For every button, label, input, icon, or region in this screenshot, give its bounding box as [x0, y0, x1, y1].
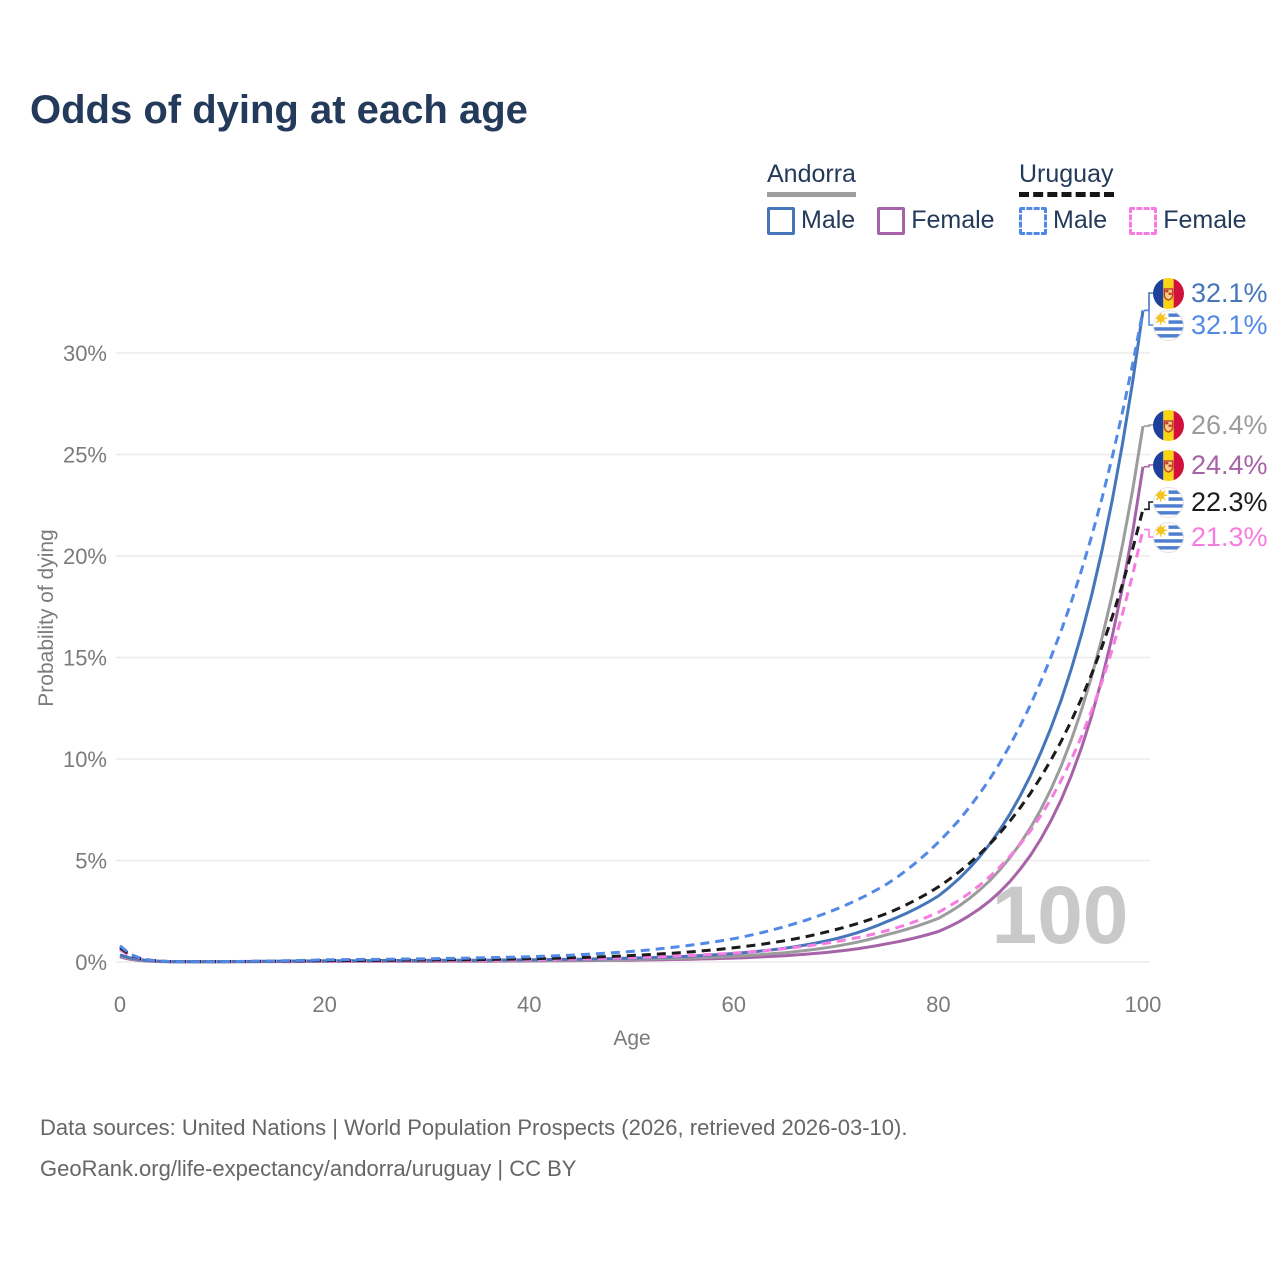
- end-label-connector: [1144, 464, 1155, 468]
- legend-item-uruguay-male[interactable]: Male: [1019, 206, 1107, 235]
- legend-item-label: Male: [1053, 206, 1108, 234]
- series-line-andorra-male: [119, 310, 1145, 964]
- footer-attribution: GeoRank.org/life-expectancy/andorra/urug…: [40, 1155, 577, 1181]
- y-tick-label: 15%: [63, 646, 107, 671]
- end-label-connector: [1144, 309, 1155, 326]
- x-tick-label: 60: [722, 992, 746, 1017]
- end-label-connector: [1144, 528, 1155, 538]
- y-tick-label: 0%: [75, 950, 107, 975]
- end-label-connector: [1144, 292, 1155, 312]
- x-tick-label: 40: [517, 992, 541, 1017]
- y-tick-label: 20%: [63, 544, 107, 569]
- legend-item-label: Female: [1163, 206, 1247, 234]
- y-tick-label: 30%: [63, 341, 107, 366]
- legend-country-title: Uruguay: [1019, 160, 1114, 197]
- legend-item-label: Female: [911, 206, 995, 234]
- end-label-connector: [1144, 501, 1155, 511]
- legend-item-andorra-female[interactable]: Female: [877, 206, 995, 235]
- series-line-uruguay-both: [119, 508, 1145, 964]
- y-tick-label: 10%: [63, 747, 107, 772]
- legend-item-andorra-male[interactable]: Male: [767, 206, 855, 235]
- hover-age-watermark: 100: [991, 870, 1129, 961]
- legend-swatch-icon: [1129, 206, 1158, 235]
- x-tick-label: 20: [312, 992, 336, 1017]
- legend-swatch-icon: [767, 206, 795, 235]
- x-tick-label: 100: [1125, 992, 1162, 1017]
- series-line-andorra-female: [119, 466, 1145, 964]
- y-tick-label: 5%: [75, 849, 107, 874]
- footer: Data sources: United Nations | World Pop…: [40, 1108, 907, 1190]
- x-axis-title: Age: [613, 1027, 651, 1050]
- y-tick-label: 25%: [63, 443, 107, 468]
- legend-country-title: Andorra: [767, 160, 856, 197]
- legend-swatch-icon: [877, 206, 906, 235]
- series-line-uruguay-male: [119, 310, 1145, 964]
- x-tick-label: 0: [114, 992, 126, 1017]
- legend-swatch-icon: [1019, 206, 1047, 235]
- legend-group-andorra: Andorra Male Female: [767, 160, 995, 235]
- x-tick-label: 80: [926, 992, 950, 1017]
- legend-item-label: Male: [801, 206, 856, 234]
- series-line-andorra-both: [119, 425, 1145, 964]
- end-label-connector: [1144, 424, 1155, 427]
- series-line-uruguay-female: [119, 529, 1145, 964]
- page-title: Odds of dying at each age: [30, 88, 528, 132]
- footer-data-sources: Data sources: United Nations | World Pop…: [40, 1115, 908, 1140]
- legend-group-uruguay: Uruguay Male Female: [1019, 160, 1247, 235]
- legend-item-uruguay-female[interactable]: Female: [1129, 206, 1247, 235]
